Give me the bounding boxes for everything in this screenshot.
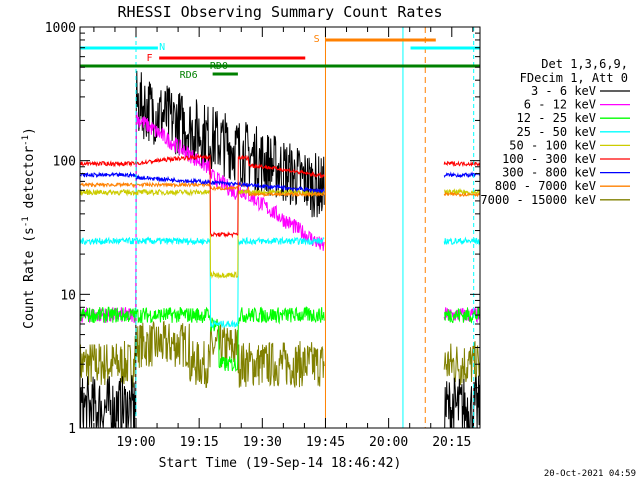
flag-label-f: F — [146, 53, 152, 64]
x-tick-label: 20:15 — [432, 435, 471, 450]
legend-header-1: Det 1,3,6,9, — [541, 57, 628, 71]
flag-label-rd6: RD6 — [180, 70, 198, 81]
flag-label-s: S — [314, 34, 320, 45]
series-line-6-12keV — [79, 112, 481, 324]
legend-entry-label: 7000 - 15000 keV — [480, 193, 596, 207]
footer-date: 20-Oct-2021 04:59 — [544, 469, 636, 479]
legend-entry-label: 50 - 100 keV — [509, 138, 596, 152]
y-axis-label: Count Rate (s-1 detector-1) — [21, 127, 37, 329]
series-line-7000-15000keV — [79, 320, 481, 389]
x-axis: 19:00 19:15 19:30 19:45 20:00 20:15 — [93, 27, 474, 450]
x-tick-label: 19:00 — [116, 435, 155, 450]
legend-entry-label: 300 - 800 keV — [502, 166, 596, 180]
flag-label-rd0: RD0 — [210, 61, 228, 72]
plot-frame — [79, 26, 481, 429]
y-tick-label: 100 — [53, 155, 76, 170]
series-line-800-7000keV — [79, 181, 481, 198]
x-tick-label: 19:15 — [180, 435, 219, 450]
series-line-25-50keV — [79, 236, 481, 329]
x-tick-label: 19:30 — [243, 435, 282, 450]
series-line-50-100keV — [79, 187, 481, 280]
chart-title: RHESSI Observing Summary Count Rates — [117, 3, 442, 21]
plot-area — [79, 70, 481, 429]
legend-header-2: FDecim 1, Att 0 — [520, 71, 628, 85]
series-line-12-25keV — [79, 305, 481, 372]
legend-entry-label: 800 - 7000 keV — [495, 179, 596, 193]
legend-entry-label: 3 - 6 keV — [531, 84, 596, 98]
y-tick-label: 1 — [68, 422, 76, 437]
x-tick-label: 20:00 — [369, 435, 408, 450]
legend-entry-label: 6 - 12 keV — [524, 98, 596, 112]
legend-entry-label: 100 - 300 keV — [502, 152, 596, 166]
legend-entry-label: 12 - 25 keV — [517, 111, 596, 125]
legend: Det 1,3,6,9, FDecim 1, Att 0 3 - 6 keV6 … — [480, 57, 630, 207]
flag-label-n: N — [159, 42, 165, 53]
y-axis: 1 10 100 1000 — [45, 21, 480, 437]
y-tick-label: 1000 — [45, 21, 76, 36]
x-tick-label: 19:45 — [306, 435, 345, 450]
y-tick-label: 10 — [60, 288, 76, 303]
legend-entry-label: 25 - 50 keV — [517, 125, 596, 139]
x-axis-label: Start Time (19-Sep-14 18:46:42) — [159, 456, 402, 471]
plot-overlays: NF RD0 RD6 S — [80, 27, 480, 428]
series-line-3-6keV — [79, 70, 481, 429]
